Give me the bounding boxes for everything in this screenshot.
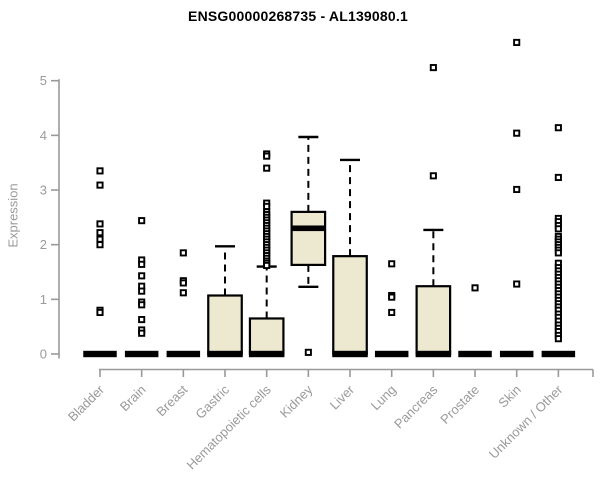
collapsed-box <box>124 350 159 358</box>
outlier-point <box>263 261 271 270</box>
outlier-point <box>263 202 271 210</box>
y-axis-tick-label: 0 <box>40 347 47 362</box>
median-line <box>248 350 285 358</box>
outlier-point <box>96 229 104 237</box>
x-axis-tick-label: Brain <box>117 382 149 414</box>
x-axis-tick-label: Gastric <box>192 382 232 422</box>
outlier-point <box>138 316 146 324</box>
median-line <box>332 350 368 358</box>
outlier-point <box>388 260 396 268</box>
outlier-point <box>554 249 562 257</box>
outlier-point <box>554 335 562 343</box>
y-axis-title: Expression <box>5 183 21 248</box>
outlier-point <box>179 289 187 297</box>
outlier-point <box>138 217 146 225</box>
box <box>207 294 243 356</box>
outlier-point <box>554 124 562 132</box>
outlier-point <box>179 249 187 257</box>
y-axis-tick-label: 5 <box>40 73 47 88</box>
x-axis-tick-label: Pancreas <box>391 382 441 432</box>
outlier-point <box>96 241 104 249</box>
box <box>290 210 327 267</box>
outlier-point <box>138 260 146 268</box>
box <box>248 317 285 356</box>
outlier-point <box>138 329 146 337</box>
outlier-point <box>554 173 562 181</box>
chart-title: ENSG00000268735 - AL139080.1 <box>188 8 408 24</box>
y-axis-tick-label: 2 <box>40 237 47 252</box>
outlier-point <box>388 308 396 317</box>
outlier-point <box>96 167 104 175</box>
y-axis-tick-label: 3 <box>40 183 47 198</box>
outlier-point <box>554 225 562 233</box>
box <box>332 255 368 356</box>
x-axis-tick-label: Skin <box>495 382 523 410</box>
outlier-point <box>263 164 271 172</box>
x-axis-tick-label: Prostate <box>437 382 482 427</box>
outlier-point <box>138 301 146 309</box>
collapsed-box <box>166 350 201 358</box>
median-line <box>415 350 452 358</box>
x-axis-tick-label: Bladder <box>65 382 108 425</box>
outlier-point <box>513 38 521 46</box>
collapsed-box <box>541 350 576 358</box>
median-line <box>291 225 326 232</box>
outlier-point <box>96 220 104 228</box>
y-axis-tick-label: 4 <box>40 128 47 143</box>
y-axis-tick-label: 1 <box>40 292 47 307</box>
collapsed-box <box>374 350 409 358</box>
outlier-point <box>138 272 146 280</box>
x-axis-tick-label: Breast <box>153 382 190 419</box>
x-axis-tick-label: Unknown / Other <box>486 382 566 462</box>
outlier-point <box>179 279 187 287</box>
outlier-point <box>388 293 396 301</box>
x-axis-tick-label: Lung <box>368 382 399 413</box>
outlier-point <box>96 308 104 317</box>
outlier-point <box>96 235 104 243</box>
outlier-point <box>513 185 521 194</box>
outlier-point <box>471 284 479 292</box>
box <box>415 285 452 356</box>
x-axis-tick-label: Kidney <box>277 382 316 421</box>
outlier-point <box>263 152 271 160</box>
outlier-point <box>513 129 521 137</box>
outlier-point <box>304 348 312 356</box>
outlier-point <box>429 172 437 180</box>
outlier-point <box>429 64 437 72</box>
median-line <box>207 350 243 358</box>
collapsed-box <box>458 350 492 358</box>
collapsed-box <box>83 350 117 358</box>
outlier-point <box>96 181 104 189</box>
collapsed-box <box>499 350 534 358</box>
outlier-point <box>138 287 146 295</box>
x-axis-tick-label: Liver <box>327 382 358 413</box>
outlier-point <box>513 280 521 288</box>
